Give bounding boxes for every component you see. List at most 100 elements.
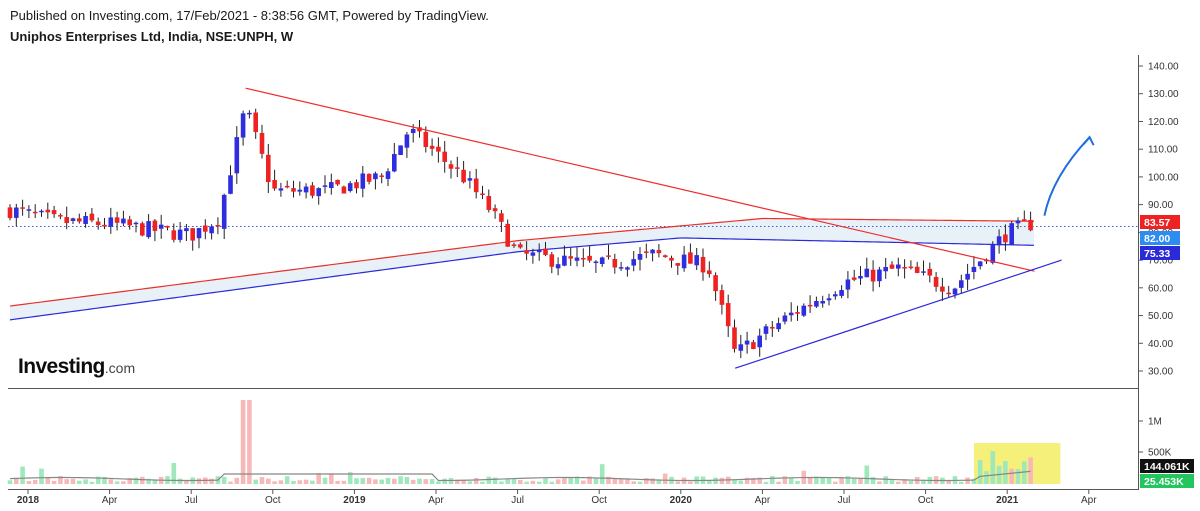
volume-bar xyxy=(870,477,876,484)
volume-bar xyxy=(83,479,88,484)
candle xyxy=(914,261,920,274)
candle xyxy=(518,242,523,249)
candle-body xyxy=(253,112,258,133)
candle-body xyxy=(310,185,315,196)
volume-bar xyxy=(133,477,139,484)
candle-body xyxy=(410,128,416,134)
volume-ma-tag: 25.453K xyxy=(1144,476,1184,488)
candle-body xyxy=(631,259,636,266)
candle xyxy=(807,295,813,313)
volume-bar xyxy=(95,476,101,484)
candle xyxy=(196,227,202,249)
candle xyxy=(587,246,592,263)
candle xyxy=(360,166,366,198)
candle-body xyxy=(492,208,498,212)
volume-bar xyxy=(64,479,69,484)
volume-bar xyxy=(568,478,573,484)
candle xyxy=(1003,224,1008,251)
y-tick-label: 120.00 xyxy=(1148,117,1179,128)
candle-body xyxy=(675,263,681,266)
candle-body xyxy=(297,189,303,192)
candle xyxy=(751,339,756,350)
volume-bar xyxy=(385,477,391,484)
volume-bar xyxy=(102,476,107,484)
candle xyxy=(713,272,718,301)
volume-bar xyxy=(770,476,775,484)
candle-body xyxy=(908,266,914,269)
volume-bar xyxy=(1028,457,1033,484)
x-tick-label: 2020 xyxy=(670,495,693,506)
candle xyxy=(845,271,851,299)
candle-body xyxy=(64,217,69,224)
candle xyxy=(675,263,681,275)
candle-body xyxy=(864,268,870,278)
candle-body xyxy=(927,268,933,276)
ma-line-blue xyxy=(9,237,1035,321)
volume-bar xyxy=(114,481,120,484)
ma-ribbon-fill xyxy=(10,218,1034,320)
candle-body xyxy=(650,249,655,254)
candle xyxy=(455,156,460,178)
x-tick-label: 2018 xyxy=(17,495,40,506)
candle xyxy=(524,241,529,261)
y-tick-label: 90.00 xyxy=(1148,200,1173,211)
candle-body xyxy=(140,223,145,236)
candle xyxy=(492,204,498,219)
volume-bar xyxy=(373,479,378,484)
time-axis[interactable]: 2018 Apr Jul Oct 2019 Apr Jul Oct 2020 Apr Jul Oct 2… xyxy=(17,489,1097,506)
volume-bar xyxy=(644,478,649,484)
candle-body xyxy=(228,175,233,194)
candle-body xyxy=(996,236,1002,246)
candle xyxy=(278,182,284,197)
volume-bar xyxy=(707,480,712,484)
candle xyxy=(788,302,794,322)
volume-bar xyxy=(45,478,51,484)
candle-body xyxy=(524,250,529,254)
candle xyxy=(839,285,844,299)
volume-bar xyxy=(518,479,523,484)
volume-bar xyxy=(921,479,926,484)
candle xyxy=(259,124,265,159)
candle xyxy=(108,207,114,234)
volume-bar xyxy=(688,481,693,484)
volume-bar xyxy=(14,477,19,484)
price-axis[interactable]: 30.0040.0050.0060.0070.0080.0090.00100.0… xyxy=(1138,62,1179,459)
ma-line-red xyxy=(9,217,1035,307)
candle-body xyxy=(833,294,838,297)
candle-body xyxy=(404,134,410,148)
candle xyxy=(291,180,296,198)
candle-body xyxy=(845,279,851,290)
candle-body xyxy=(914,266,920,273)
volume-bar xyxy=(524,481,529,484)
candle xyxy=(549,251,555,274)
candle xyxy=(644,243,649,259)
volume-tick-label: 1M xyxy=(1148,417,1162,428)
volume-bar xyxy=(587,476,592,484)
candle xyxy=(316,187,321,205)
volume-bar xyxy=(782,476,788,484)
candle-body xyxy=(196,228,202,239)
candle-body xyxy=(158,224,164,229)
candle xyxy=(688,243,693,264)
candle-body xyxy=(814,300,819,307)
y-tick-label: 70.00 xyxy=(1148,256,1173,267)
candle xyxy=(820,295,825,308)
x-tick-label: 2019 xyxy=(343,495,366,506)
volume-bar xyxy=(1022,461,1027,484)
candle-body xyxy=(965,273,970,280)
candle-body xyxy=(700,256,706,273)
volume-bar xyxy=(618,478,624,484)
candle xyxy=(971,256,977,280)
candle-body xyxy=(291,188,296,192)
candle xyxy=(58,213,63,220)
volume-bar xyxy=(297,480,303,484)
volume-bar xyxy=(89,481,95,484)
volume-bar xyxy=(744,477,750,484)
candle xyxy=(303,183,309,199)
candle-body xyxy=(322,185,328,187)
candle xyxy=(593,260,599,273)
volume-bar xyxy=(379,479,384,484)
volume-bar xyxy=(675,481,681,484)
candle-body xyxy=(971,266,977,273)
